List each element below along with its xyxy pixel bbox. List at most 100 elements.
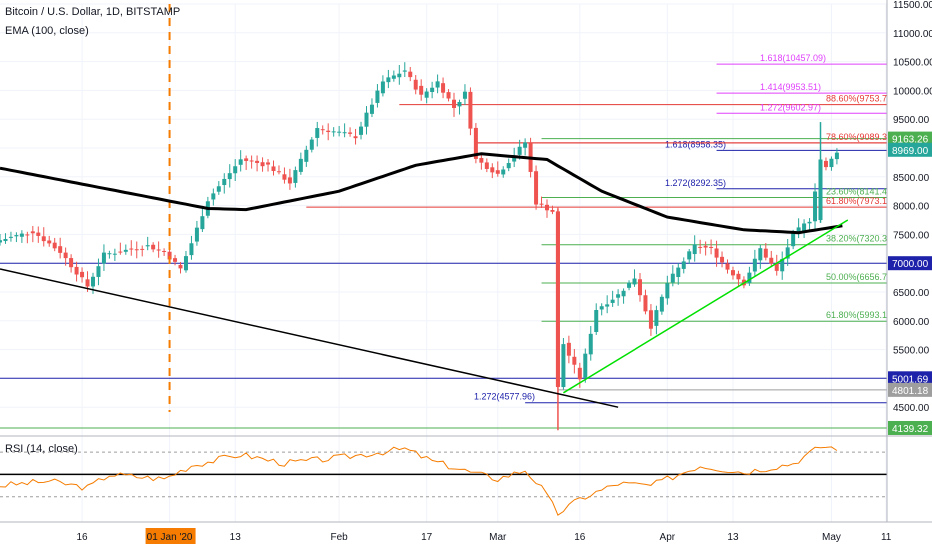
price-tick-label: 8000.00 [893,202,930,213]
price-badge [888,142,932,157]
price-badge-label: 4139.32 [892,424,929,435]
candle-body [282,174,287,180]
candle-body [457,102,462,107]
price-tick-label: 11000.00 [893,29,932,40]
time-tick-label: Mar [489,532,507,543]
candle-body [577,367,582,380]
candle-body [364,112,369,127]
candle-body [730,270,735,276]
candle-body [162,250,167,252]
indicator-label: EMA (100, close) [5,25,89,37]
candle-body [52,242,57,249]
candle-body [123,249,128,252]
candle-body [408,71,413,78]
candle-body [763,248,768,258]
candle-body [47,240,52,244]
candle-body [80,271,85,278]
candle-body [566,342,571,356]
candle-body [424,91,429,98]
candle-body [632,278,637,285]
candle-body [359,126,364,135]
price-tick-label: 6000.00 [893,317,930,328]
candle-body [145,245,150,247]
fib-level-label: 1.618(8958.35) [665,139,726,149]
candle-body [85,279,90,287]
candle-body [769,257,774,264]
fib-level-label: 61.80%(5993.18) [826,310,895,320]
candle-body [692,244,697,255]
candle-body [430,87,435,93]
candle-body [709,246,714,248]
candle-body [588,333,593,355]
candle-body [90,276,95,287]
fib-level-label: 78.60%(9089.35) [826,132,895,142]
price-axis-bg [887,0,932,550]
candle-body [304,149,309,162]
candle-body [3,238,8,242]
candle-body [216,186,221,192]
candle-body [665,283,670,299]
trendline [0,268,619,408]
candle-body [605,304,610,307]
candle-body [561,344,566,388]
fib-level-label: 1.272(8292.35) [665,178,726,188]
price-tick-label: 4500.00 [893,403,930,414]
candle-body [687,251,692,260]
candle-body [495,170,500,174]
candle-body [747,272,752,284]
candle-body [698,246,703,248]
candle-body [517,146,522,155]
candle-body [69,258,74,268]
candle-body [774,263,779,271]
candle-body [194,227,199,242]
candle-body [572,356,577,365]
price-badge-label: 8969.00 [892,146,929,157]
fib-level-label: 38.20%(7320.37) [826,234,895,244]
candle-body [829,158,834,168]
candle-body [74,266,79,275]
candle-body [413,79,418,90]
candle-body [14,235,19,237]
candle-body [441,83,446,93]
candle-body [599,306,604,310]
time-tick-label: Feb [331,532,349,543]
candle-body [134,249,139,251]
candle-body [386,77,391,83]
time-tick-label: 17 [421,532,433,543]
candle-body [0,240,2,243]
rsi-label: RSI (14, close) [5,443,78,455]
candle-body [523,142,528,148]
candle-body [616,294,621,298]
price-badge [888,371,932,386]
candle-body [621,290,626,297]
candle-body [320,129,325,131]
fib-level-label: 1.272(4577.96) [474,392,535,402]
candle-body [353,136,358,139]
fib-level-label: 88.60%(9753.76) [826,94,895,104]
candle-body [276,171,281,173]
trendline [563,219,849,394]
price-tick-label: 8500.00 [893,173,930,184]
candle-body [375,90,380,103]
price-badge [888,420,932,435]
fib-level-label: 1.618(10457.09) [760,53,826,63]
candle-body [583,353,588,378]
candle-body [446,92,451,99]
candle-body [391,75,396,79]
time-tick-label: 13 [230,532,242,543]
time-tick-label: Apr [660,532,676,543]
candle-body [25,234,30,236]
candle-body [610,299,615,303]
date-highlight-badge [145,528,196,544]
candle-body [555,211,560,388]
candle-body [107,253,112,255]
candle-body [167,251,172,260]
candle-body [512,155,517,162]
chart-title: Bitcoin / U.S. Dollar, 1D, BITSTAMP [5,6,180,18]
candle-body [659,296,664,312]
price-tick-label: 5500.00 [893,346,930,357]
candle-body [8,236,13,238]
candle-body [222,178,227,186]
time-tick-label: 01 Jan '20 [147,532,193,543]
